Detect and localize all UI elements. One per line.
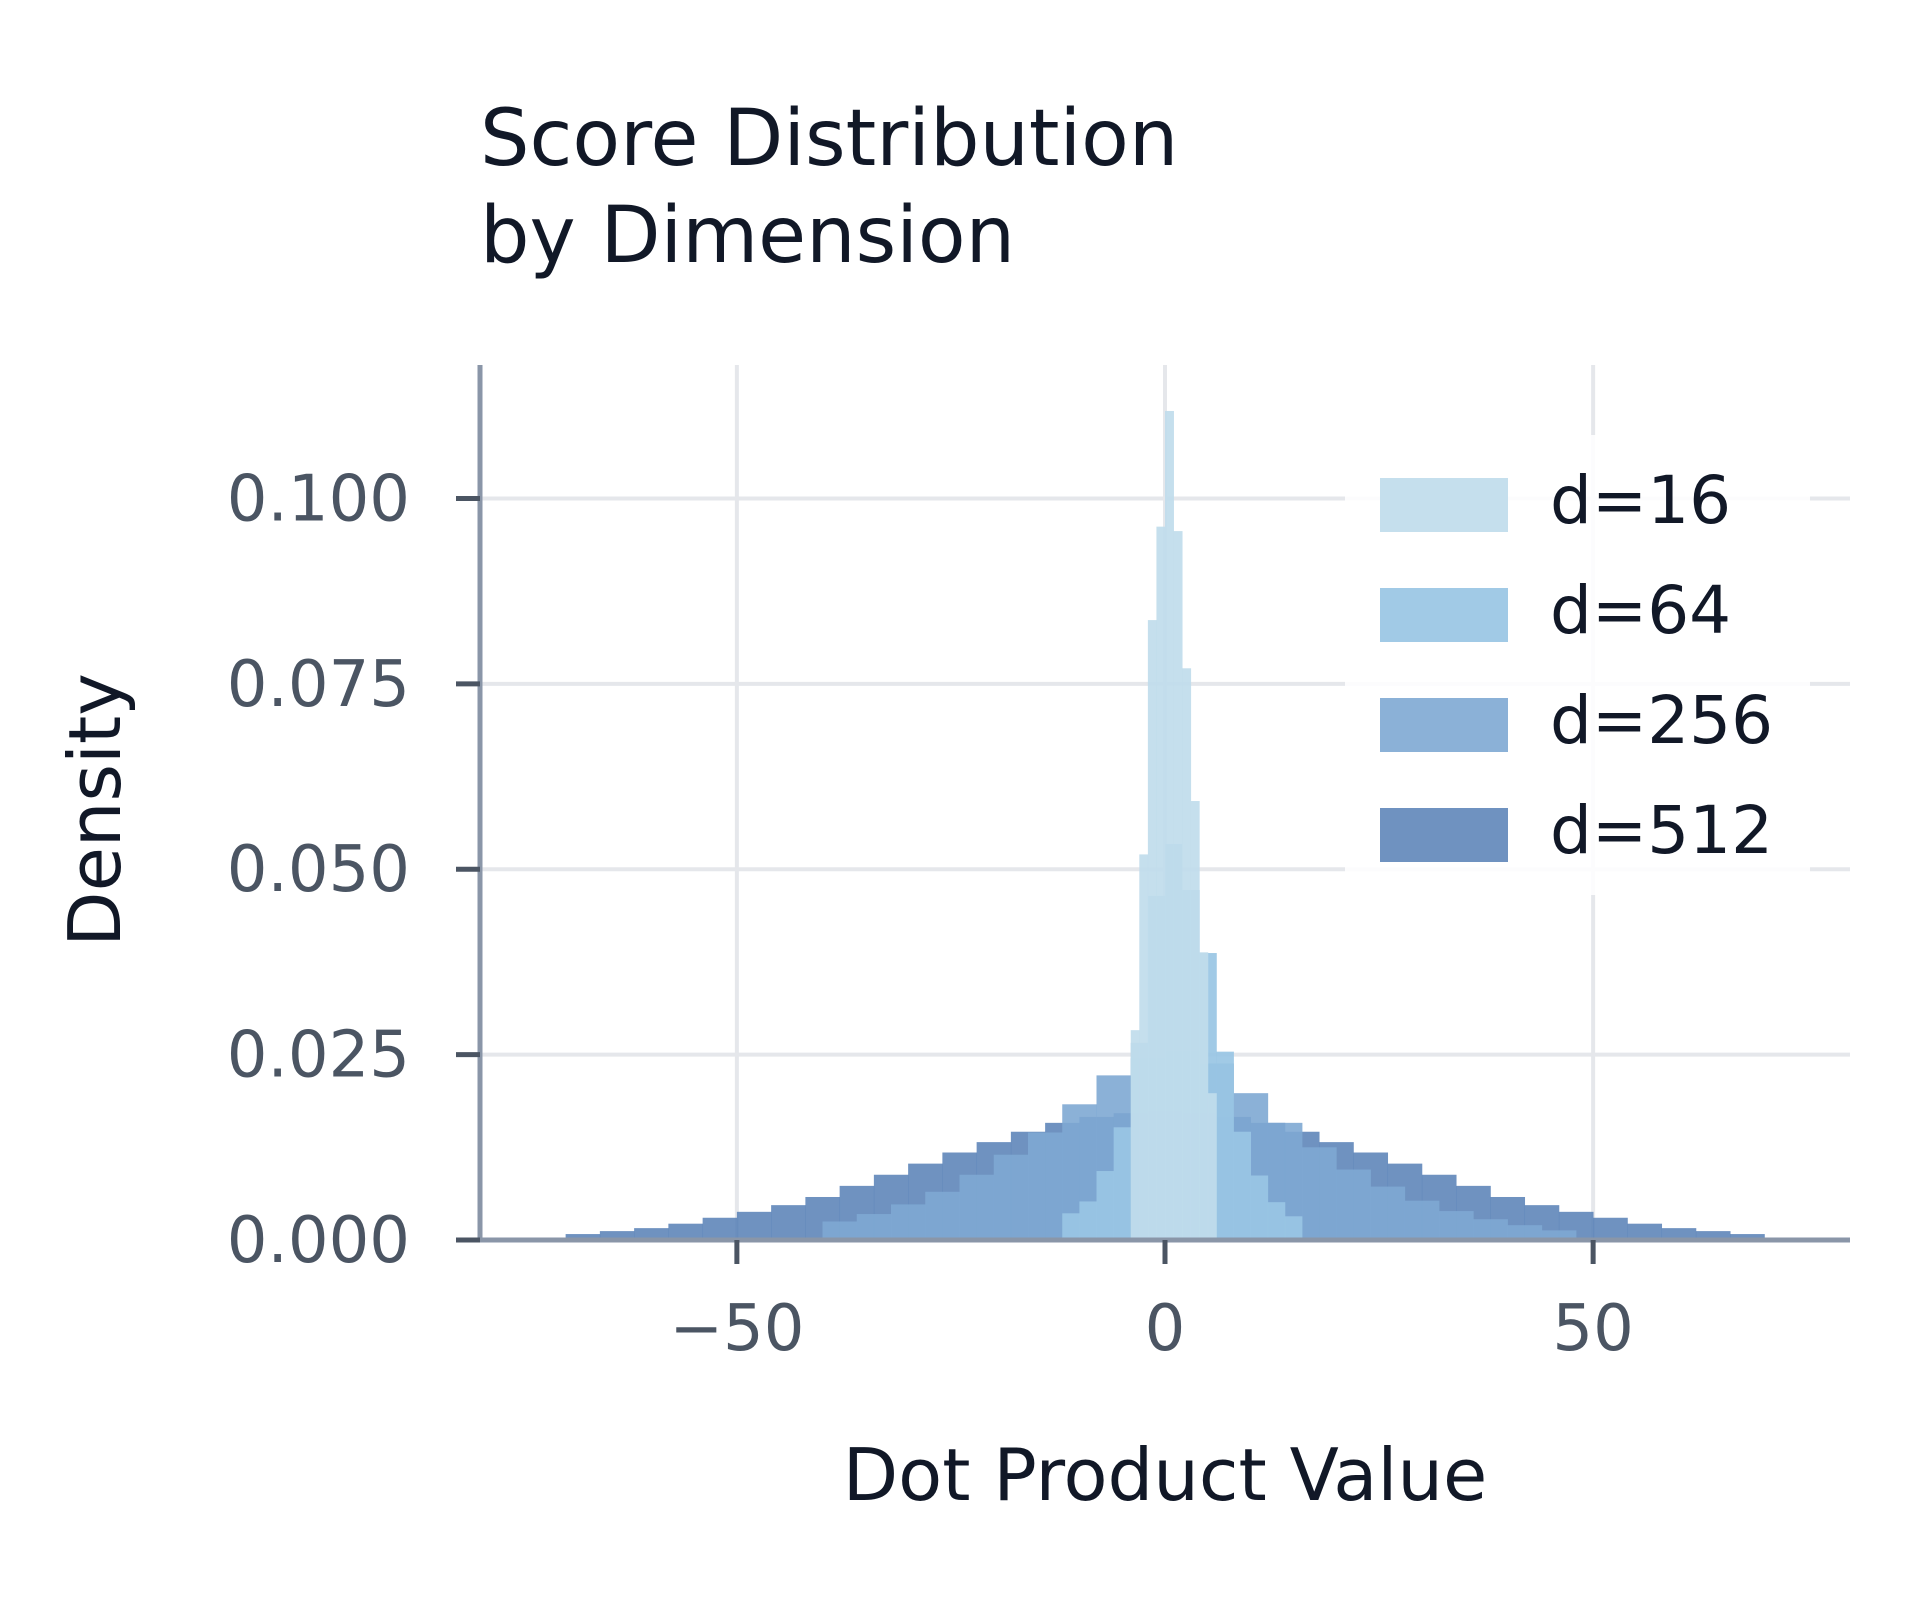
histogram-bar bbox=[634, 1228, 669, 1240]
x-axis-ticks: −50 0 50 bbox=[669, 1240, 1634, 1366]
histogram-bar bbox=[1661, 1228, 1697, 1240]
histogram-bar bbox=[1404, 1200, 1440, 1240]
histogram-bar bbox=[1336, 1169, 1371, 1240]
histogram-bar bbox=[1439, 1211, 1474, 1240]
histogram-bar bbox=[1028, 1132, 1063, 1240]
chart-title-line: Score Distribution bbox=[480, 94, 1178, 184]
histogram-bar bbox=[1627, 1223, 1663, 1240]
histogram-bar bbox=[1113, 1127, 1132, 1240]
histogram-bar bbox=[565, 1234, 601, 1240]
x-tick-label: 50 bbox=[1552, 1292, 1633, 1366]
legend-swatch bbox=[1380, 808, 1508, 862]
histogram-bar bbox=[1147, 620, 1157, 1240]
histogram-bar bbox=[1062, 1213, 1080, 1240]
histogram-bar bbox=[702, 1217, 738, 1240]
histogram-bar bbox=[891, 1204, 926, 1240]
histogram-bar bbox=[925, 1191, 960, 1240]
histogram-bar bbox=[1216, 1051, 1234, 1240]
legend: d=16 d=64 d=256 d=512 bbox=[1345, 435, 1810, 895]
chart-title-line: by Dimension bbox=[480, 191, 1015, 281]
y-tick-label: 0.075 bbox=[227, 648, 410, 722]
histogram-bar bbox=[1695, 1231, 1731, 1240]
histogram-bar bbox=[1593, 1217, 1628, 1240]
histogram-bar bbox=[856, 1214, 892, 1240]
histogram-bar bbox=[822, 1221, 858, 1240]
x-tick-label: 0 bbox=[1145, 1292, 1186, 1366]
x-axis-title: Dot Product Value bbox=[843, 1433, 1488, 1517]
legend-label: d=256 bbox=[1550, 682, 1773, 759]
histogram-bar bbox=[1130, 1030, 1140, 1240]
histogram-bar bbox=[1182, 668, 1192, 1240]
histogram-bar bbox=[1302, 1147, 1337, 1240]
y-axis-title: Density bbox=[53, 673, 137, 947]
histogram-bar bbox=[1079, 1201, 1097, 1240]
histogram-bar bbox=[993, 1154, 1029, 1240]
legend-label: d=64 bbox=[1550, 572, 1731, 649]
histogram-bar bbox=[1096, 1171, 1115, 1240]
histogram-bar bbox=[668, 1223, 704, 1240]
histogram-bars bbox=[565, 410, 1765, 1240]
histogram-bar bbox=[1284, 1216, 1303, 1240]
histogram-bar bbox=[1267, 1202, 1286, 1240]
legend-label: d=512 bbox=[1550, 792, 1773, 869]
histogram-bar bbox=[1730, 1234, 1765, 1240]
histogram-bar bbox=[1173, 531, 1183, 1240]
histogram-bar bbox=[1199, 952, 1209, 1240]
histogram-bar bbox=[1139, 854, 1149, 1240]
y-tick-label: 0.050 bbox=[227, 833, 410, 907]
legend-swatch bbox=[1380, 478, 1508, 532]
x-tick-label: −50 bbox=[669, 1292, 804, 1366]
histogram-bar bbox=[1250, 1175, 1269, 1240]
y-tick-label: 0.100 bbox=[227, 462, 410, 536]
histogram-bar bbox=[771, 1205, 806, 1240]
histogram-bar bbox=[736, 1211, 772, 1240]
histogram-bar bbox=[1507, 1225, 1543, 1240]
histogram-bar bbox=[1370, 1186, 1406, 1240]
histogram-bar bbox=[1473, 1219, 1508, 1240]
legend-label: d=16 bbox=[1550, 462, 1731, 539]
y-axis-ticks: 0.000 0.025 0.050 0.075 0.100 bbox=[227, 462, 480, 1278]
histogram-bar bbox=[1156, 526, 1166, 1240]
legend-swatch bbox=[1380, 588, 1508, 642]
histogram-bar bbox=[1233, 1131, 1252, 1240]
histogram-bar bbox=[599, 1231, 635, 1240]
histogram-bar bbox=[1541, 1230, 1577, 1240]
histogram-bar bbox=[959, 1174, 995, 1240]
y-tick-label: 0.000 bbox=[227, 1204, 410, 1278]
histogram-bar bbox=[1207, 1093, 1217, 1240]
y-tick-label: 0.025 bbox=[227, 1019, 410, 1093]
series-d-16 bbox=[1130, 410, 1217, 1240]
histogram-bar bbox=[1165, 410, 1174, 1240]
legend-swatch bbox=[1380, 698, 1508, 752]
histogram-bar bbox=[1190, 801, 1200, 1240]
